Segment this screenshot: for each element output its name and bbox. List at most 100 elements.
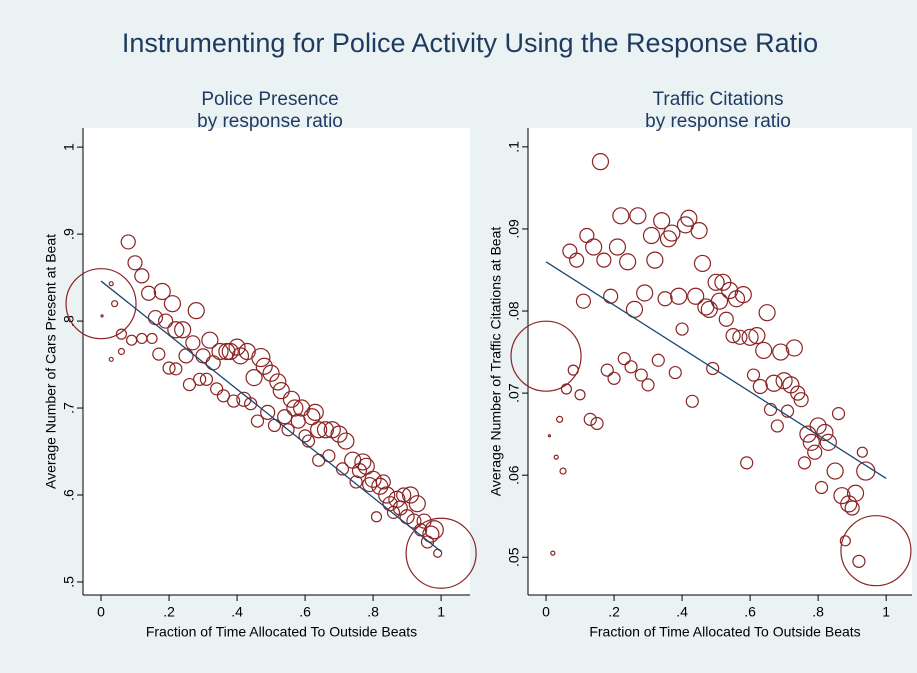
- bubble: [370, 511, 383, 523]
- bubble: [117, 347, 126, 356]
- bubble: [574, 389, 586, 401]
- bubble: [802, 433, 820, 451]
- bubble: [687, 287, 705, 305]
- bubble: [852, 554, 866, 568]
- bubble: [741, 328, 759, 346]
- bubble: [725, 328, 741, 344]
- bubble: [65, 268, 137, 340]
- y-tick-label: .09: [506, 219, 522, 239]
- bubble: [169, 362, 183, 376]
- bubble: [797, 456, 812, 470]
- x-tick-label: 1: [882, 604, 890, 620]
- bubble: [182, 377, 197, 392]
- bubble: [758, 304, 776, 322]
- bubble: [236, 391, 252, 407]
- bubble: [199, 372, 214, 386]
- bubble: [510, 320, 582, 392]
- plot-area: [528, 128, 912, 595]
- bubble: [651, 353, 665, 367]
- bubble: [668, 365, 682, 380]
- x-axis-title: Fraction of Time Allocated To Outside Be…: [589, 624, 860, 640]
- bubble: [596, 252, 612, 268]
- bubble: [401, 486, 420, 504]
- bubble: [685, 394, 699, 408]
- bubble: [424, 520, 444, 540]
- bubble: [111, 300, 119, 308]
- bubble: [693, 254, 712, 273]
- bubble: [277, 409, 293, 425]
- y-tick-label: .6: [61, 489, 77, 501]
- bubble: [642, 226, 661, 245]
- bubble: [856, 446, 868, 458]
- bubble: [127, 255, 143, 271]
- bubble: [251, 347, 271, 368]
- bubble: [162, 361, 176, 375]
- bubble: [831, 407, 846, 421]
- bubble: [255, 357, 273, 375]
- bubble: [755, 341, 773, 360]
- bubble: [553, 454, 559, 460]
- x-tick-label: .8: [367, 604, 379, 620]
- bubble: [710, 292, 729, 310]
- bubble: [629, 207, 647, 225]
- bubble: [607, 371, 621, 385]
- bubble: [559, 467, 567, 475]
- fit-line: [545, 261, 887, 480]
- bubble: [167, 321, 185, 339]
- bubble: [556, 415, 564, 423]
- bubble: [378, 486, 396, 504]
- bubble: [670, 287, 688, 305]
- bubble: [396, 487, 412, 503]
- y-tick-label: .7: [61, 402, 77, 414]
- bubble: [634, 368, 648, 382]
- x-tick-label: .6: [744, 604, 756, 620]
- y-tick-label: 1: [61, 143, 77, 151]
- bubble: [250, 414, 265, 428]
- bubble: [406, 513, 422, 529]
- bubble: [408, 495, 426, 513]
- bubble: [375, 474, 391, 490]
- bubble: [238, 342, 256, 361]
- bubble: [405, 517, 477, 589]
- bubble: [583, 412, 597, 426]
- panel-subtitle: by response ratio: [645, 111, 791, 132]
- bubble: [707, 273, 725, 291]
- bubble: [839, 535, 851, 547]
- bubble: [293, 399, 311, 417]
- bubble: [349, 475, 363, 489]
- y-tick-label: .05: [506, 547, 522, 567]
- bubble: [763, 402, 778, 417]
- bubble: [100, 314, 104, 318]
- y-tick-label: .06: [506, 465, 522, 485]
- bubble: [653, 212, 671, 230]
- y-tick-label: .08: [506, 301, 522, 321]
- bubble: [846, 484, 865, 502]
- x-tick-label: .6: [299, 604, 311, 620]
- bubble: [187, 302, 205, 320]
- bubble: [211, 342, 229, 361]
- bubble: [569, 252, 585, 268]
- bubble: [819, 433, 837, 451]
- bubble: [591, 153, 610, 171]
- bubble: [269, 373, 287, 391]
- bubble: [560, 383, 573, 395]
- bubble: [617, 352, 631, 366]
- bubble: [218, 342, 236, 361]
- bubble: [310, 421, 328, 439]
- bubble: [228, 338, 246, 356]
- bubble: [388, 490, 406, 508]
- x-tick-label: 0: [97, 604, 105, 620]
- bubble: [793, 392, 809, 408]
- bubble: [619, 253, 637, 271]
- bubble: [227, 394, 241, 408]
- bubble: [809, 417, 827, 435]
- bubble: [816, 423, 834, 442]
- x-tick-label: .4: [231, 604, 243, 620]
- bubble: [646, 251, 664, 269]
- bubble: [612, 207, 630, 225]
- bubble: [134, 268, 150, 284]
- bubble: [600, 363, 614, 377]
- bubble: [210, 382, 224, 396]
- bubble: [550, 550, 556, 556]
